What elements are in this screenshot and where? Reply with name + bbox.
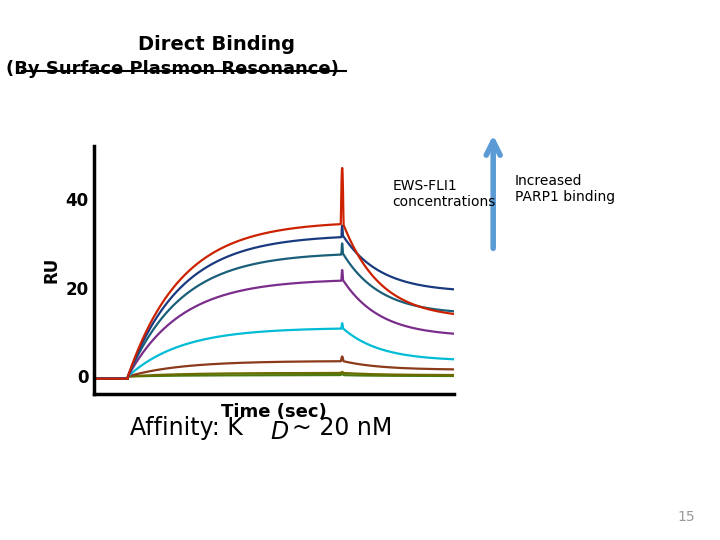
Text: (By Surface Plasmon Resonance): (By Surface Plasmon Resonance) [6,60,339,78]
X-axis label: Time (sec): Time (sec) [221,402,326,421]
Text: EWS-FLI1
concentrations: EWS-FLI1 concentrations [392,179,496,210]
Text: Direct Binding: Direct Binding [138,35,294,54]
Text: Increased
PARP1 binding: Increased PARP1 binding [515,174,615,204]
Text: 15: 15 [678,510,695,524]
Y-axis label: RU: RU [42,257,60,283]
Text: D: D [271,420,289,444]
Text: ~ 20 nM: ~ 20 nM [292,416,392,440]
Text: Affinity: K: Affinity: K [130,416,243,440]
